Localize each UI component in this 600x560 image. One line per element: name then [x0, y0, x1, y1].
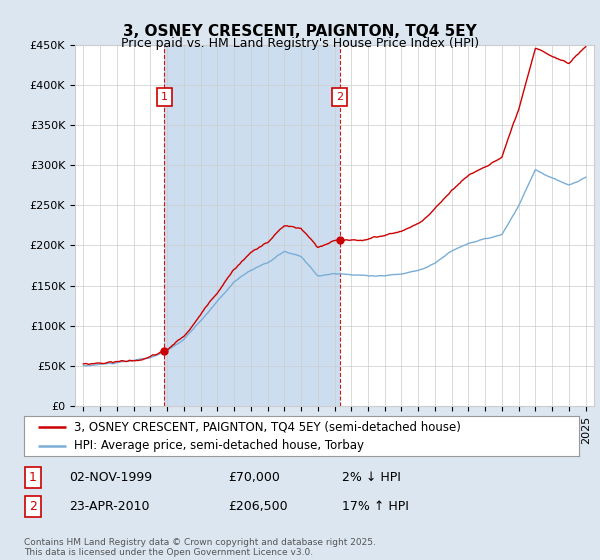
Bar: [164, 45, 340, 406]
Text: £70,000: £70,000: [228, 470, 280, 484]
Text: HPI: Average price, semi-detached house, Torbay: HPI: Average price, semi-detached house,…: [74, 439, 364, 452]
Text: Contains HM Land Registry data © Crown copyright and database right 2025.
This d: Contains HM Land Registry data © Crown c…: [24, 538, 376, 557]
Text: Price paid vs. HM Land Registry's House Price Index (HPI): Price paid vs. HM Land Registry's House …: [121, 37, 479, 50]
Text: 2% ↓ HPI: 2% ↓ HPI: [342, 470, 401, 484]
Text: 1: 1: [161, 92, 168, 102]
Text: 3, OSNEY CRESCENT, PAIGNTON, TQ4 5EY: 3, OSNEY CRESCENT, PAIGNTON, TQ4 5EY: [123, 24, 477, 39]
Text: 2: 2: [336, 92, 343, 102]
Text: £206,500: £206,500: [228, 500, 287, 514]
Text: 1: 1: [29, 470, 37, 484]
Text: 23-APR-2010: 23-APR-2010: [69, 500, 149, 514]
Text: 02-NOV-1999: 02-NOV-1999: [69, 470, 152, 484]
Text: 2: 2: [29, 500, 37, 514]
Text: 17% ↑ HPI: 17% ↑ HPI: [342, 500, 409, 514]
Text: 3, OSNEY CRESCENT, PAIGNTON, TQ4 5EY (semi-detached house): 3, OSNEY CRESCENT, PAIGNTON, TQ4 5EY (se…: [74, 421, 461, 433]
